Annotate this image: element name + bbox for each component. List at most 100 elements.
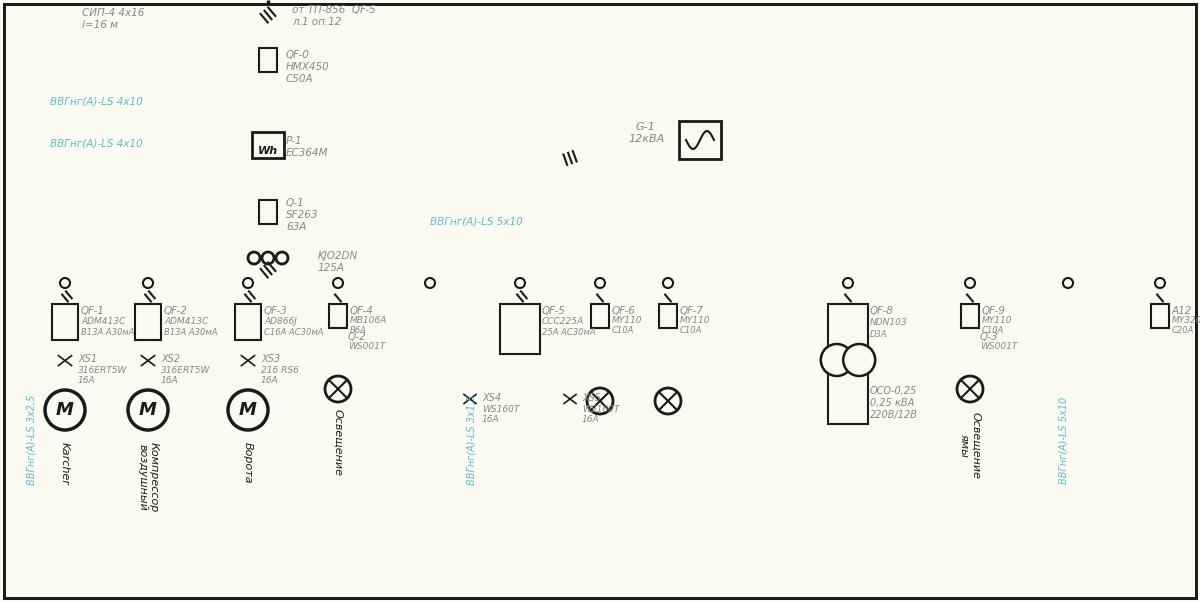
Bar: [828, 304, 868, 424]
Circle shape: [128, 390, 168, 430]
Bar: [500, 304, 540, 354]
Text: 16А: 16А: [582, 415, 600, 424]
Text: XS3: XS3: [262, 354, 280, 364]
Text: B13А A30мА: B13А A30мА: [164, 328, 217, 337]
Circle shape: [228, 390, 268, 430]
Text: XS4: XS4: [482, 393, 502, 403]
Text: C10А: C10А: [612, 326, 635, 335]
Text: MY110: MY110: [982, 316, 1013, 325]
Circle shape: [425, 278, 436, 288]
Text: QF-8: QF-8: [870, 306, 894, 316]
Text: C16А AC30мА: C16А AC30мА: [264, 328, 324, 337]
Text: С50А: С50А: [286, 74, 313, 84]
Text: CCC225A: CCC225A: [542, 317, 584, 326]
Circle shape: [595, 278, 605, 288]
Text: ВВГнг(А)-LS 3х1,5: ВВГнг(А)-LS 3х1,5: [466, 395, 476, 485]
Circle shape: [325, 376, 352, 402]
Circle shape: [958, 376, 983, 402]
Text: ЕС364М: ЕС364М: [286, 148, 329, 158]
Text: 16А: 16А: [161, 376, 179, 385]
Text: QF-7: QF-7: [680, 306, 704, 316]
Text: QF-4: QF-4: [350, 306, 374, 316]
Text: C20А: C20А: [1172, 326, 1194, 335]
Text: QF-9: QF-9: [982, 306, 1006, 316]
Text: СИП-4 4х16: СИП-4 4х16: [82, 8, 144, 18]
Text: C10А: C10А: [680, 326, 702, 335]
Bar: [679, 121, 721, 159]
Bar: [134, 304, 161, 340]
Bar: [659, 304, 677, 328]
Text: Q-1: Q-1: [286, 198, 305, 208]
Text: Освещение: Освещение: [334, 409, 343, 476]
Text: G-1: G-1: [635, 122, 655, 132]
Circle shape: [965, 278, 974, 288]
Circle shape: [655, 388, 682, 414]
Text: QF-1: QF-1: [82, 306, 104, 316]
Text: XS2: XS2: [161, 354, 180, 364]
Text: 25А AC30мА: 25А AC30мА: [542, 328, 595, 337]
Text: 125А: 125А: [318, 263, 346, 273]
Circle shape: [587, 388, 613, 414]
Text: M: M: [139, 401, 157, 419]
Text: l=16 м: l=16 м: [82, 20, 118, 30]
Bar: [235, 304, 262, 340]
Text: MY110: MY110: [680, 316, 710, 325]
Text: 0,25 кВА: 0,25 кВА: [870, 398, 914, 408]
Circle shape: [143, 278, 154, 288]
Text: KJO2DN: KJO2DN: [318, 251, 359, 261]
Text: 16А: 16А: [482, 415, 499, 424]
Text: 12кВА: 12кВА: [628, 134, 665, 144]
Circle shape: [844, 344, 875, 376]
Text: XS5: XS5: [582, 393, 601, 403]
Circle shape: [262, 252, 274, 264]
Text: SF263: SF263: [286, 210, 318, 220]
Circle shape: [60, 278, 70, 288]
Text: A12: A12: [1172, 306, 1193, 316]
Text: ADM413C: ADM413C: [164, 317, 209, 326]
Circle shape: [821, 344, 853, 376]
Text: ВВГнг(А)-LS 5х10: ВВГнг(А)-LS 5х10: [430, 216, 523, 226]
Text: XS1: XS1: [78, 354, 97, 364]
Text: D3А: D3А: [870, 330, 888, 339]
Circle shape: [842, 278, 853, 288]
Text: Q-3: Q-3: [980, 332, 998, 342]
Text: 316ERT5W: 316ERT5W: [78, 366, 127, 375]
Text: Освещение
ямы: Освещение ямы: [959, 412, 980, 479]
Text: 63А: 63А: [286, 222, 306, 232]
Text: QF-3: QF-3: [264, 306, 288, 316]
Text: MY110: MY110: [612, 316, 642, 325]
Text: ВВГнг(А)-LS 4х10: ВВГнг(А)-LS 4х10: [50, 139, 143, 149]
Text: WS001T: WS001T: [348, 342, 385, 351]
Text: ВВГнг(А)-LS 3х2,5: ВВГнг(А)-LS 3х2,5: [26, 395, 36, 485]
Bar: [1151, 304, 1169, 328]
Text: B6А: B6А: [350, 326, 367, 335]
Text: WS160T: WS160T: [582, 405, 619, 414]
Text: ВВГнг(А)-LS 5х10: ВВГнг(А)-LS 5х10: [1060, 396, 1069, 483]
Circle shape: [276, 252, 288, 264]
Text: Компрессор
воздушный: Компрессор воздушный: [137, 442, 158, 512]
Bar: [961, 304, 979, 328]
Text: M: M: [239, 401, 257, 419]
Text: WS160T: WS160T: [482, 405, 520, 414]
Text: л.1 оп.12: л.1 оп.12: [292, 17, 341, 27]
Circle shape: [248, 252, 260, 264]
Text: Wh: Wh: [258, 146, 278, 157]
Circle shape: [46, 390, 85, 430]
Text: 220В/12В: 220В/12В: [870, 410, 918, 420]
Text: B13А A30мА: B13А A30мА: [82, 328, 134, 337]
Circle shape: [1154, 278, 1165, 288]
Bar: [8, 277, 1192, 290]
Bar: [259, 48, 277, 72]
Text: 216 RS6: 216 RS6: [262, 366, 299, 375]
Circle shape: [515, 278, 526, 288]
Bar: [259, 200, 277, 224]
Text: WS001T: WS001T: [980, 342, 1018, 351]
Text: MB106A: MB106A: [350, 316, 388, 325]
Text: QF-2: QF-2: [164, 306, 188, 316]
Text: M: M: [56, 401, 74, 419]
Bar: [592, 304, 610, 328]
Text: 16А: 16А: [78, 376, 96, 385]
Text: AD866J: AD866J: [264, 317, 296, 326]
Text: Q-2: Q-2: [348, 332, 367, 342]
Text: QF-5: QF-5: [542, 306, 566, 316]
